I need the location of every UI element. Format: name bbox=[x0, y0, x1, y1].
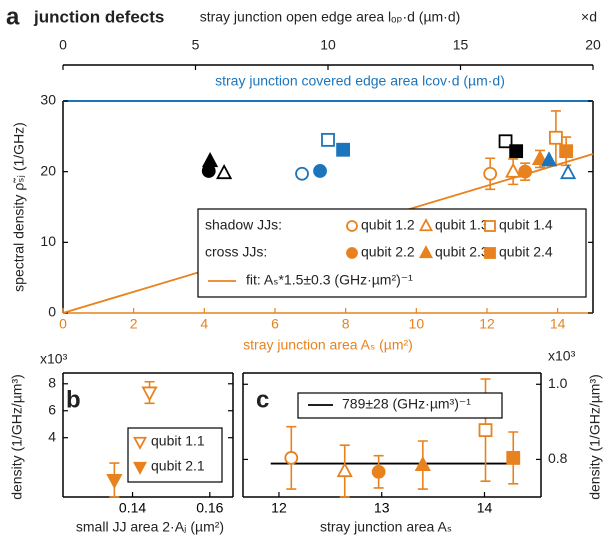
x2-tick-label: 10 bbox=[320, 37, 336, 53]
marker bbox=[313, 164, 327, 178]
x-tick-label: 13 bbox=[374, 500, 390, 516]
marker bbox=[549, 130, 563, 145]
marker bbox=[531, 149, 549, 165]
legend-label: qubit 1.3 bbox=[435, 217, 489, 233]
legend-marker bbox=[484, 247, 496, 259]
marker bbox=[498, 134, 513, 149]
marker bbox=[336, 461, 353, 478]
legend-label: qubit 2.4 bbox=[499, 244, 553, 260]
legend-label: qubit 1.2 bbox=[361, 217, 415, 233]
x-tick-label: 0.16 bbox=[196, 500, 223, 516]
x-tick-label: 10 bbox=[409, 316, 425, 332]
marker bbox=[414, 455, 431, 472]
marker bbox=[559, 144, 574, 159]
x-tick-label: 12 bbox=[479, 316, 495, 332]
x-tick-label: 6 bbox=[271, 316, 279, 332]
marker bbox=[518, 164, 533, 179]
legend-label: fit: Aₛ*1.5±0.3 (GHz·µm²)⁻¹ bbox=[246, 272, 413, 288]
panel-title: junction defects bbox=[33, 7, 164, 26]
legend-group: shadow JJs: bbox=[205, 217, 282, 233]
axis-multiplier: x10³ bbox=[548, 348, 576, 364]
marker bbox=[559, 163, 577, 180]
marker bbox=[284, 451, 299, 465]
legend-label: qubit 1.1 bbox=[151, 433, 205, 449]
legend-marker bbox=[418, 218, 434, 232]
panel-letter: a bbox=[6, 3, 20, 30]
marker bbox=[295, 166, 309, 181]
y-tick-label: 0.8 bbox=[548, 450, 568, 466]
marker bbox=[216, 163, 233, 180]
y-tick-label: 4 bbox=[48, 428, 56, 444]
x-tick-label: 14 bbox=[550, 316, 566, 332]
x-axis-label: stray junction area Aₛ (µm²) bbox=[243, 337, 413, 353]
y-tick-label: 10 bbox=[40, 233, 56, 249]
y-tick-label: 6 bbox=[48, 401, 56, 417]
y-tick-label: 8 bbox=[48, 374, 56, 390]
x2-tick-label: 15 bbox=[453, 37, 469, 53]
x-tick-label: 0 bbox=[59, 316, 67, 332]
marker bbox=[505, 162, 522, 178]
legend-marker bbox=[132, 436, 148, 450]
marker bbox=[540, 151, 558, 167]
panel-letter: c bbox=[256, 386, 269, 413]
legend-marker bbox=[346, 220, 358, 232]
legend-box bbox=[197, 208, 587, 298]
legend-marker bbox=[418, 245, 434, 259]
legend-marker bbox=[346, 247, 358, 259]
legend-marker bbox=[132, 461, 148, 475]
y-tick-label: 30 bbox=[40, 92, 56, 108]
x2-tick-label: 20 bbox=[585, 37, 601, 53]
legend-label: qubit 2.3 bbox=[435, 244, 489, 260]
x-tick-label: 12 bbox=[271, 500, 287, 516]
legend-label: qubit 2.2 bbox=[361, 244, 415, 260]
x-axis-label: stray junction area Aₛ bbox=[320, 519, 452, 535]
y-axis-label: spectral density ρ̃ₛⱼ (1/GHz) bbox=[11, 122, 27, 292]
x-tick-label: 4 bbox=[200, 316, 208, 332]
y-axis-label: density (1/GHz/µm³) bbox=[587, 374, 603, 500]
blue-axis-label: stray junction covered edge area lcov·d … bbox=[215, 73, 505, 89]
marker bbox=[336, 142, 351, 157]
y-axis-label: density (1/GHz/µm³) bbox=[9, 374, 25, 500]
marker bbox=[371, 464, 386, 479]
marker bbox=[321, 132, 335, 147]
y-tick-label: 20 bbox=[40, 162, 56, 178]
y-tick-label: 1.0 bbox=[548, 375, 568, 391]
top-axis-unit: ×d bbox=[581, 9, 597, 25]
y-tick-label: 0 bbox=[48, 304, 56, 320]
marker bbox=[483, 166, 498, 181]
x-tick-label: 8 bbox=[342, 316, 350, 332]
x-tick-label: 0.14 bbox=[119, 500, 146, 516]
marker bbox=[509, 144, 524, 159]
legend-marker bbox=[484, 220, 496, 232]
panel-letter: b bbox=[66, 386, 81, 413]
top-axis-label: stray junction open edge area lₒₚ·d (µm·… bbox=[200, 9, 461, 25]
x-axis-label: small JJ area 2·Aⱼ (µm²) bbox=[76, 519, 224, 535]
x2-tick-label: 0 bbox=[59, 37, 67, 53]
axis-multiplier: x10³ bbox=[40, 351, 68, 367]
marker bbox=[106, 474, 123, 490]
x-tick-label: 2 bbox=[130, 316, 138, 332]
marker bbox=[201, 164, 216, 178]
marker bbox=[141, 386, 158, 402]
legend-label: 789±28 (GHz·µm³)⁻¹ bbox=[342, 396, 471, 412]
legend-label: qubit 2.1 bbox=[151, 458, 205, 474]
x2-tick-label: 5 bbox=[192, 37, 200, 53]
x-tick-label: 14 bbox=[477, 500, 493, 516]
marker bbox=[506, 451, 521, 465]
legend-group: cross JJs: bbox=[205, 244, 267, 260]
legend-label: qubit 1.4 bbox=[499, 217, 553, 233]
marker bbox=[478, 423, 493, 438]
